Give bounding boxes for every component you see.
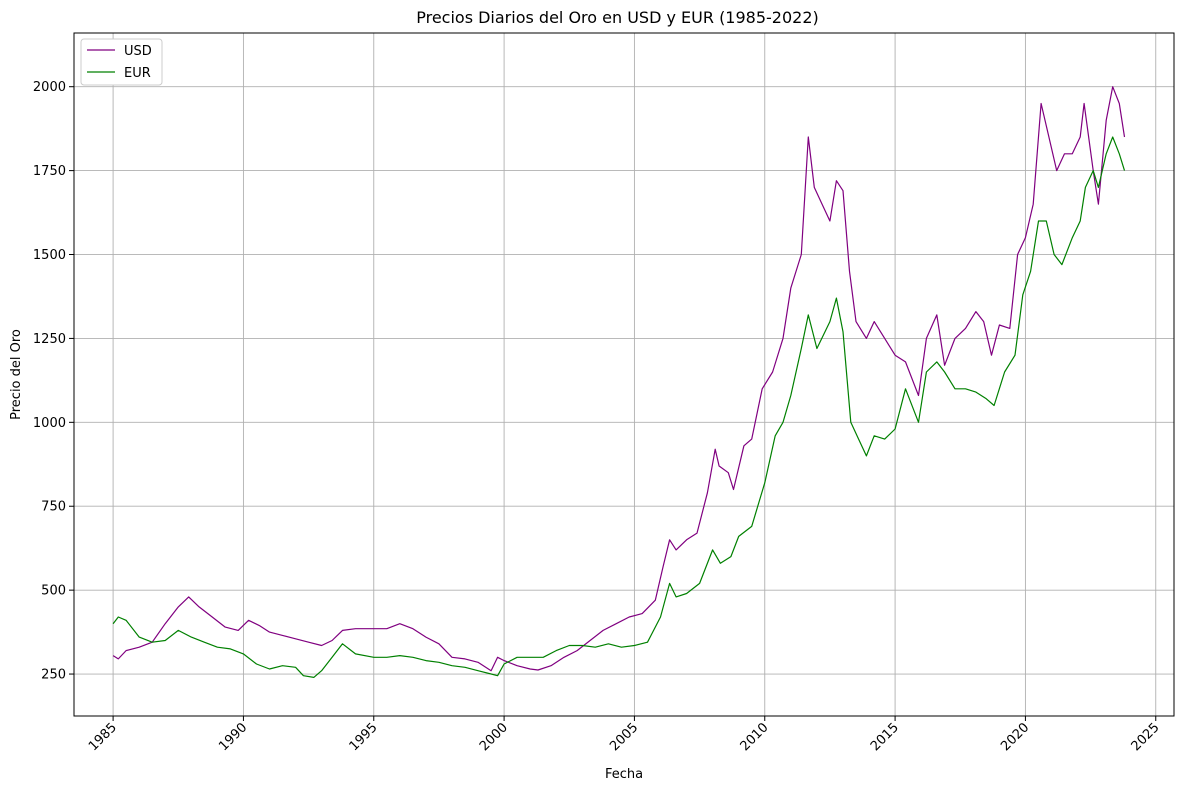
series-line-usd [112,86,1126,672]
x-tick-label: 2015 [868,720,902,754]
y-axis-title: Precio del Oro [9,329,24,420]
y-tick-label: 1750 [33,164,66,179]
legend: USD EUR [80,38,163,86]
x-tick-label: 2005 [607,720,641,754]
x-tick-label: 2000 [477,720,511,754]
legend-label-usd: USD [124,44,152,59]
y-tick-label: 250 [41,668,66,683]
plot-area-frame [73,32,1175,717]
y-tick-label: 2000 [33,80,66,95]
legend-label-eur: EUR [124,66,151,81]
x-tick-label: 1985 [86,720,120,754]
x-tick-label: 2020 [998,720,1032,754]
x-axis-title: Fecha [605,767,643,782]
y-tick-label: 1250 [33,332,66,347]
y-tick-label: 1000 [33,416,66,431]
chart-title: Precios Diarios del Oro en USD y EUR (19… [416,8,819,27]
axis-layer: 1985 1990 1995 2000 2005 2010 2015 2020 2025 250 5… [33,80,1163,754]
y-tick-label: 1500 [33,248,66,263]
y-tick-label: 500 [41,584,66,599]
x-tick-label: 2025 [1129,720,1163,754]
series-layer [112,86,1126,679]
x-tick-label: 1995 [347,720,381,754]
series-line-eur [112,136,1126,679]
x-tick-label: 1990 [216,720,250,754]
y-tick-label: 750 [41,500,66,515]
grid-layer [74,33,1174,716]
x-tick-label: 2010 [738,720,772,754]
